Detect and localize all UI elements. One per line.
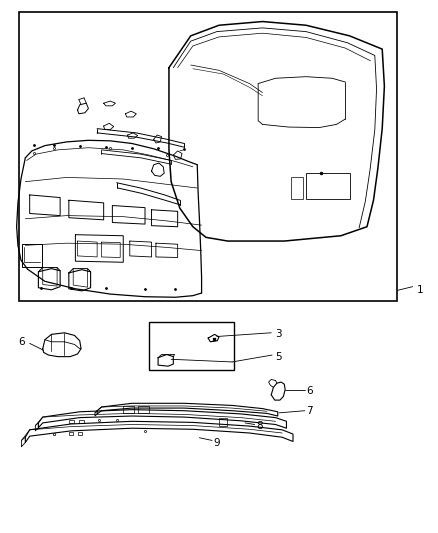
Bar — [291, 177, 303, 199]
Bar — [19, 12, 397, 301]
Text: 7: 7 — [306, 406, 313, 416]
Bar — [22, 244, 42, 266]
Text: 5: 5 — [275, 352, 281, 361]
Text: 9: 9 — [214, 438, 220, 448]
Bar — [69, 419, 74, 423]
Bar — [78, 432, 82, 435]
Text: 3: 3 — [275, 329, 281, 340]
Text: 8: 8 — [256, 421, 263, 431]
Bar — [79, 419, 84, 423]
Text: 6: 6 — [18, 337, 25, 347]
Bar — [306, 173, 350, 199]
Text: 6: 6 — [306, 386, 313, 396]
Bar — [138, 407, 149, 413]
Bar — [149, 322, 234, 370]
Bar — [69, 432, 73, 435]
Bar — [219, 418, 227, 425]
Text: 1: 1 — [417, 285, 424, 295]
Bar — [123, 407, 134, 413]
